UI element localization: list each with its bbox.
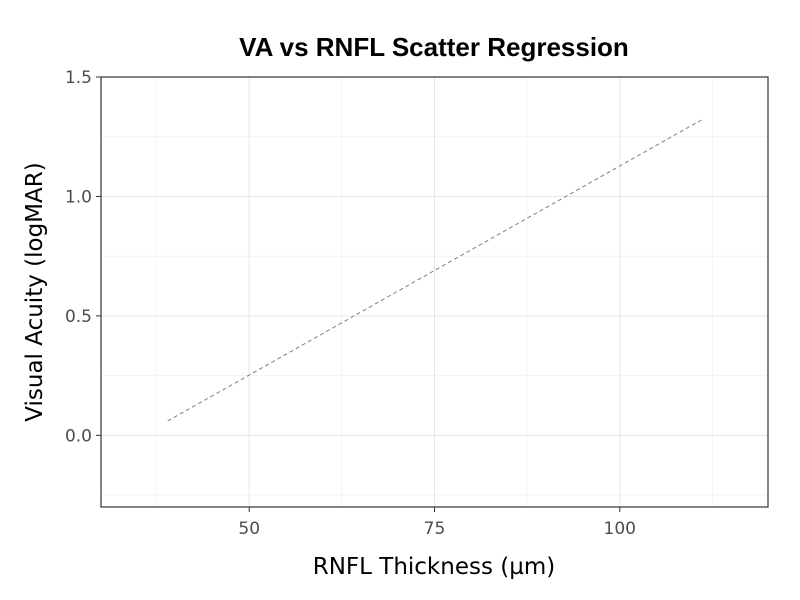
y-tick-label: 1.0 <box>65 187 92 207</box>
x-axis-ticks: 50 75 100 <box>238 507 636 539</box>
y-tick-label: 0.5 <box>65 307 92 327</box>
chart-title: VA vs RNFL Scatter Regression <box>239 32 629 62</box>
x-tick-label: 100 <box>604 519 636 539</box>
y-tick-label: 1.5 <box>65 68 92 88</box>
x-tick-label: 75 <box>424 519 446 539</box>
major-gridlines <box>101 76 768 507</box>
x-axis-label: RNFL Thickness (µm) <box>313 554 556 580</box>
y-tick-label: 0.0 <box>65 426 92 446</box>
y-axis-label: Visual Acuity (logMAR) <box>22 162 48 421</box>
x-tick-label: 50 <box>238 519 260 539</box>
y-axis-ticks: 0.0 0.5 1.0 1.5 <box>65 68 101 446</box>
